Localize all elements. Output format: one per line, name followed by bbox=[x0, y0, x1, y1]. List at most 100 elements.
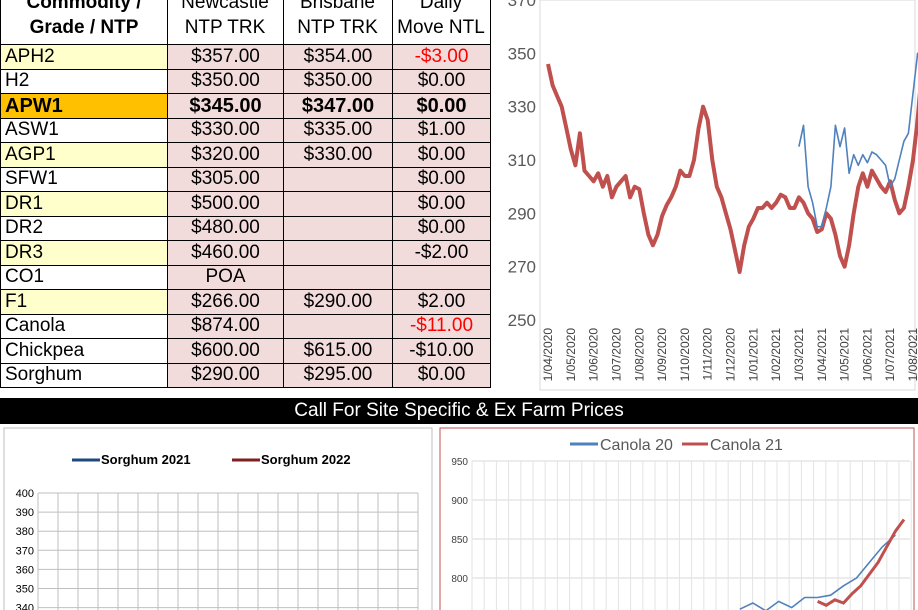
daily-move-cell: $0.00 bbox=[392, 68, 491, 94]
legend-label-canola-21: Canola 21 bbox=[710, 437, 783, 454]
y-tick-label: 330 bbox=[508, 98, 536, 117]
daily-move-cell: $0.00 bbox=[392, 142, 491, 168]
legend-label-canola-20: Canola 20 bbox=[600, 437, 673, 454]
header-commodity: Commodity / Grade / NTP bbox=[26, 0, 142, 38]
y-tick-label: 370 bbox=[16, 545, 34, 557]
newcastle-price-cell: $357.00 bbox=[167, 44, 284, 70]
price-table: APH2 $357.00 $354.00 -$3.00 H2 $350.00 $350.00… bbox=[0, 0, 491, 388]
x-tick-label: 1/12/2020 bbox=[724, 328, 738, 382]
y-tick-label: 390 bbox=[16, 507, 34, 519]
x-tick-label: 1/10/2020 bbox=[678, 328, 692, 382]
header-cell bbox=[167, 0, 284, 45]
brisbane-price-cell: $330.00 bbox=[283, 142, 393, 168]
brisbane-price-cell: $350.00 bbox=[283, 68, 393, 94]
commodity-cell: APH2 bbox=[0, 44, 168, 70]
daily-move-cell: $1.00 bbox=[392, 117, 491, 143]
x-tick-label: 1/08/2020 bbox=[632, 328, 646, 382]
x-tick-label: 1/03/2021 bbox=[792, 328, 806, 382]
table-row: APW1 $345.00 $347.00 $0.00 bbox=[0, 93, 491, 119]
brisbane-price-cell bbox=[283, 264, 393, 290]
header-newcastle: Newcastle NTP TRK bbox=[181, 0, 269, 38]
daily-move-cell: -$11.00 bbox=[392, 313, 491, 339]
x-tick-label: 1/07/2021 bbox=[883, 328, 897, 382]
x-tick-label: 1/06/2021 bbox=[860, 328, 874, 382]
x-tick-label: 1/04/2021 bbox=[815, 328, 829, 382]
header-row bbox=[0, 0, 491, 45]
brisbane-price-cell bbox=[283, 191, 393, 217]
x-tick-label: 1/11/2020 bbox=[701, 328, 715, 381]
brisbane-price-cell bbox=[283, 215, 393, 241]
commodity-cell: H2 bbox=[0, 68, 168, 94]
header-cell bbox=[0, 0, 168, 45]
table-row: Chickpea $600.00 $615.00 -$10.00 bbox=[0, 338, 491, 364]
newcastle-price-cell: $460.00 bbox=[167, 240, 284, 266]
brisbane-price-cell: $347.00 bbox=[283, 93, 393, 119]
x-tick-label: 1/05/2021 bbox=[838, 328, 852, 382]
table-row: Canola $874.00 -$11.00 bbox=[0, 313, 491, 339]
y-tick-label: 800 bbox=[451, 574, 468, 585]
daily-move-cell: $2.00 bbox=[392, 289, 491, 315]
brisbane-price-cell bbox=[283, 166, 393, 192]
brisbane-price-cell: $354.00 bbox=[283, 44, 393, 70]
x-tick-label: 1/08/2021 bbox=[906, 328, 918, 382]
y-tick-label: 400 bbox=[16, 488, 34, 500]
series-line bbox=[816, 518, 906, 608]
newcastle-price-cell: $345.00 bbox=[167, 93, 284, 119]
daily-move-cell bbox=[392, 264, 491, 290]
x-tick-label: 1/02/2021 bbox=[769, 328, 783, 382]
table-row: APH2 $357.00 $354.00 -$3.00 bbox=[0, 44, 491, 70]
table-row: DR2 $480.00 $0.00 bbox=[0, 215, 491, 241]
commodity-cell: Canola bbox=[0, 313, 168, 339]
newcastle-price-cell: $500.00 bbox=[167, 191, 284, 217]
newcastle-price-cell: $305.00 bbox=[167, 166, 284, 192]
brisbane-price-cell bbox=[283, 313, 393, 339]
newcastle-price-cell: $874.00 bbox=[167, 313, 284, 339]
newcastle-price-cell: $330.00 bbox=[167, 117, 284, 143]
sorghum-chart: Sorghum 2021 Sorghum 2022 400 390 380 370 360 3… bbox=[3, 427, 433, 610]
table-row: CO1 POA bbox=[0, 264, 491, 290]
x-tick-label: 1/04/2020 bbox=[541, 328, 555, 382]
commodity-cell: DR2 bbox=[0, 215, 168, 241]
commodity-cell: CO1 bbox=[0, 264, 168, 290]
table-header: Commodity / Grade / NTP Newcastle NTP TR… bbox=[0, 0, 490, 45]
y-tick-label: 850 bbox=[451, 535, 468, 546]
series-line-2020 bbox=[546, 63, 918, 274]
newcastle-price-cell: POA bbox=[167, 264, 284, 290]
plot-area bbox=[539, 0, 916, 391]
header-cell bbox=[283, 0, 393, 45]
x-tick-label: 1/06/2020 bbox=[587, 328, 601, 382]
y-tick-label: 380 bbox=[16, 526, 34, 538]
daily-move-cell: -$10.00 bbox=[392, 338, 491, 364]
daily-move-cell: -$3.00 bbox=[392, 44, 491, 70]
commodity-cell: APW1 bbox=[0, 93, 168, 119]
newcastle-price-cell: $320.00 bbox=[167, 142, 284, 168]
header-cell bbox=[392, 0, 491, 45]
newcastle-price-cell: $600.00 bbox=[167, 338, 284, 364]
y-tick-label: 310 bbox=[508, 151, 536, 170]
commodity-cell: ASW1 bbox=[0, 117, 168, 143]
brisbane-price-cell: $290.00 bbox=[283, 289, 393, 315]
commodity-cell: DR1 bbox=[0, 191, 168, 217]
table-row: DR3 $460.00 -$2.00 bbox=[0, 240, 491, 266]
newcastle-price-cell: $266.00 bbox=[167, 289, 284, 315]
y-tick-label: 950 bbox=[451, 457, 468, 468]
table-row: AGP1 $320.00 $330.00 $0.00 bbox=[0, 142, 491, 168]
table-row: SFW1 $305.00 $0.00 bbox=[0, 166, 491, 192]
y-tick-label: 290 bbox=[508, 204, 536, 223]
table-row: F1 $266.00 $290.00 $2.00 bbox=[0, 289, 491, 315]
canola-chart: Canola 20 Canola 21 950 900 850 800 bbox=[439, 427, 915, 610]
y-tick-label: 250 bbox=[508, 311, 536, 330]
table-row: DR1 $500.00 $0.00 bbox=[0, 191, 491, 217]
header-brisbane: Brisbane NTP TRK bbox=[297, 0, 378, 38]
wheat-price-chart: 370 350 330 310 290 270 250 1/04/2020 1/05/2020 1… bbox=[508, 0, 918, 391]
newcastle-price-cell: $350.00 bbox=[167, 68, 284, 94]
y-tick-label: 340 bbox=[16, 603, 34, 610]
y-tick-label: 900 bbox=[451, 496, 468, 507]
newcastle-price-cell: $290.00 bbox=[167, 362, 284, 388]
x-tick-label: 1/05/2020 bbox=[564, 328, 578, 382]
daily-move-cell: $0.00 bbox=[392, 215, 491, 241]
brisbane-price-cell bbox=[283, 240, 393, 266]
daily-move-cell: $0.00 bbox=[392, 191, 491, 217]
header-daily-move: Daily Move NTL bbox=[397, 0, 485, 38]
commodity-cell: AGP1 bbox=[0, 142, 168, 168]
